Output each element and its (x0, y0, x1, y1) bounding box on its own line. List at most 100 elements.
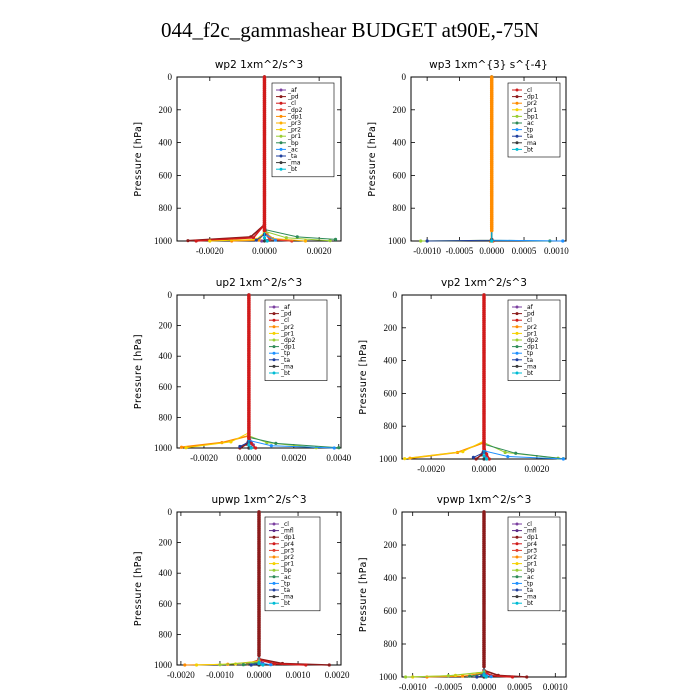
y-tick-label: 200 (159, 538, 173, 548)
y-tick-label: 600 (159, 382, 173, 392)
series-point (561, 457, 565, 461)
series-point (485, 457, 489, 461)
legend-label: _dp1 (287, 113, 303, 120)
legend-label: _cl (287, 100, 296, 107)
series-point (247, 446, 251, 450)
series-point (251, 236, 256, 240)
y-tick-label: 0 (393, 290, 398, 300)
series-point (208, 239, 212, 243)
legend-label: _af (523, 304, 534, 311)
legend-label: _ma (523, 594, 537, 601)
legend-label: _ta (523, 357, 533, 364)
x-tick-label: -0.0010 (413, 246, 441, 256)
series-line-bp1 (420, 77, 493, 242)
series-point (510, 675, 515, 679)
legend-marker (515, 358, 519, 362)
series-point (474, 457, 478, 461)
legend-label: _ta (523, 133, 533, 140)
y-tick-label: 400 (159, 138, 173, 148)
legend-label: _pr2 (280, 554, 294, 561)
series-point (489, 675, 493, 679)
legend-label: _dp1 (523, 534, 539, 541)
legend-marker (515, 88, 519, 92)
chart-panel-4: vp2 1xm^2/s^3 Pressure [hPa] 0 200 400 600 800… (358, 277, 567, 474)
legend-label: _pr4 (280, 541, 294, 548)
legend-marker (515, 555, 519, 559)
legend-marker (515, 128, 519, 132)
profile-marker (262, 228, 267, 233)
legend-label: _pr2 (523, 324, 537, 331)
y-tick-label: 600 (159, 599, 173, 609)
chart-panel-1: wp2 1xm^2/s^3 Pressure [hPa] 0 200 400 600 800… (133, 59, 342, 256)
legend-label: _dp1 (523, 344, 539, 351)
y-tick-label: 400 (159, 351, 173, 361)
series-point (254, 446, 258, 450)
series-point (468, 674, 472, 678)
legend-marker (279, 128, 283, 132)
legend-label: _pr3 (287, 120, 301, 127)
x-tick-label: 0.0040 (326, 453, 351, 463)
legend-label: _bt (280, 370, 291, 377)
x-tick-label: -0.0020 (167, 670, 195, 680)
legend-label: _dp2 (523, 337, 539, 344)
series-point (268, 237, 272, 241)
legend-label: _ac (523, 120, 534, 127)
legend-label: _ma (280, 594, 294, 601)
series-point (425, 239, 429, 243)
series-point (327, 663, 331, 667)
legend-marker (272, 535, 276, 539)
series-line-pr2 (409, 295, 485, 459)
legend-marker (515, 312, 519, 316)
plot-frame (410, 76, 567, 242)
y-axis-label: Pressure [hPa] (133, 334, 144, 409)
series-point (461, 674, 465, 678)
legend: _cl_dp1_pr2_pr1_bp1_ac_tp_ta_ma_bt (507, 82, 561, 158)
legend-marker (272, 371, 276, 375)
legend-marker (272, 595, 276, 599)
series-line-pr2 (181, 295, 250, 448)
series-line-pr2 (426, 512, 485, 678)
legend-marker (515, 114, 519, 118)
legend-label: _tp (523, 580, 533, 587)
series-point (403, 675, 408, 679)
legend-marker (515, 588, 519, 592)
series-point (265, 239, 269, 243)
legend-label: _pr1 (523, 561, 537, 568)
legend-label: _ma (280, 363, 294, 370)
legend-marker (515, 562, 519, 566)
legend-label: _cl (523, 317, 532, 324)
legend-marker (272, 325, 276, 329)
legend-label: _ac (523, 574, 534, 581)
legend-marker (515, 147, 519, 151)
y-axis-label: Pressure [hPa] (367, 121, 378, 196)
legend-label: _ma (287, 160, 301, 167)
legend-label: _pd (280, 311, 292, 318)
legend-marker (272, 358, 276, 362)
legend-label: _cl (280, 521, 289, 528)
y-tick-label: 1000 (154, 236, 173, 246)
legend-label: _pd (523, 311, 535, 318)
legend-label: _dp2 (280, 337, 296, 344)
series-point (254, 238, 258, 242)
legend-marker (272, 305, 276, 309)
legend-marker (515, 522, 519, 526)
series-line-dp1 (231, 77, 265, 242)
panel-title: wp2 1xm^2/s^3 (215, 59, 303, 71)
series-point (471, 455, 476, 459)
series-point (229, 440, 233, 444)
series-point (284, 236, 288, 240)
legend-label: _cl (280, 317, 289, 324)
series-point (295, 235, 299, 239)
legend-label: _pr2 (523, 554, 537, 561)
series-point (475, 675, 479, 679)
legend: _af_pd_cl_pr2_pr1_dp2_dp1_tp_ta_ma_bt (264, 299, 328, 381)
legend-label: _bp (280, 567, 292, 574)
legend-label: _pr3 (523, 547, 537, 554)
legend-marker (515, 548, 519, 552)
legend-label: _bp (523, 567, 535, 574)
legend-marker (279, 108, 283, 112)
series-point (269, 663, 273, 667)
panel-title: upwp 1xm^2/s^3 (212, 494, 307, 506)
y-tick-label: 1000 (379, 454, 398, 464)
series-point (249, 663, 253, 667)
